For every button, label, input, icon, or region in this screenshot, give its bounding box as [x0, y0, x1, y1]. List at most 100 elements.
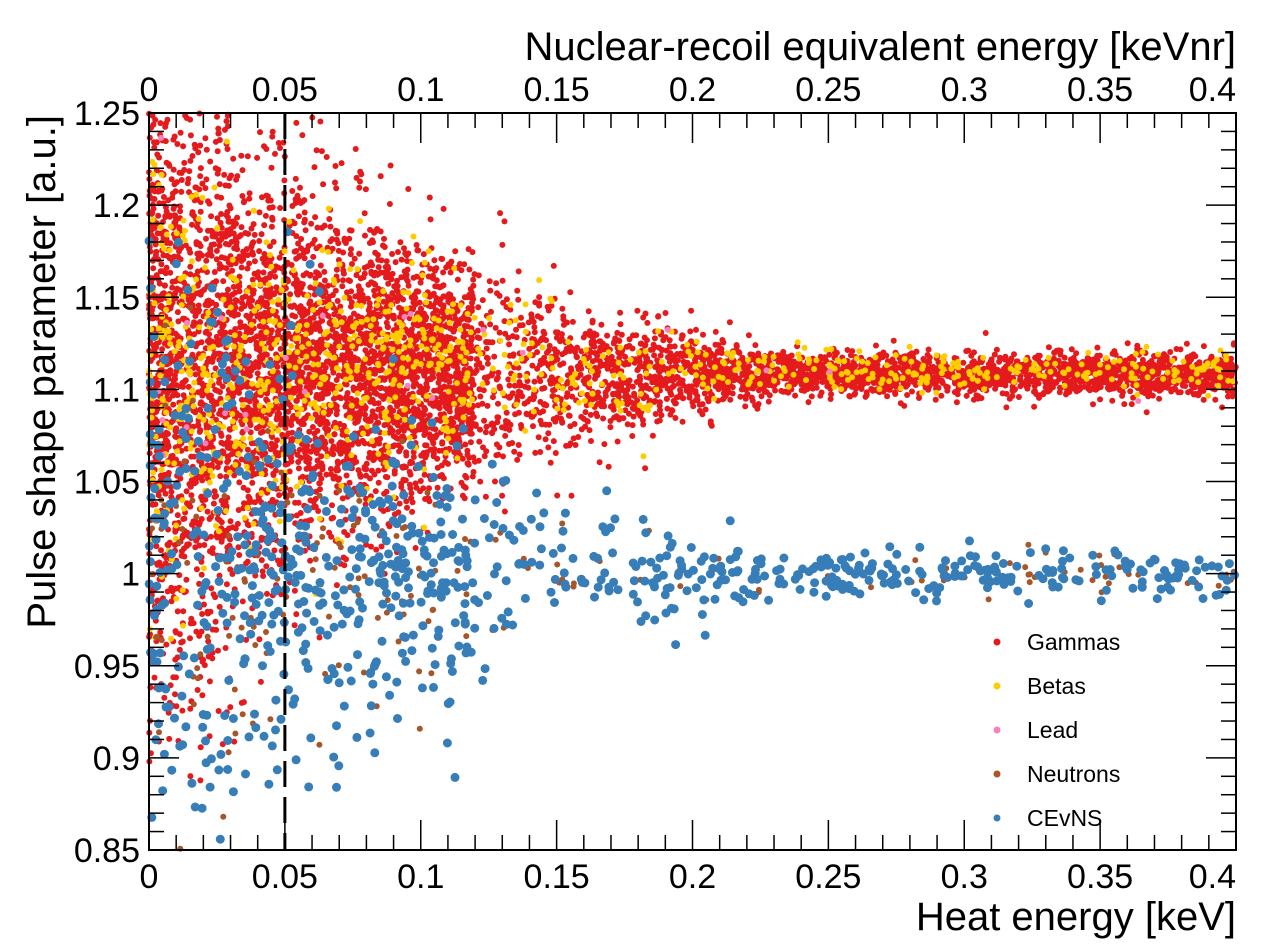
point	[348, 288, 355, 295]
point	[357, 471, 363, 478]
point	[377, 173, 384, 180]
point	[470, 276, 477, 283]
point	[475, 304, 482, 311]
point	[229, 267, 236, 274]
point	[494, 374, 501, 381]
point	[234, 520, 241, 527]
point	[215, 708, 222, 714]
point	[207, 248, 214, 255]
point	[567, 385, 574, 392]
point	[1121, 401, 1128, 408]
point	[197, 173, 204, 180]
point	[701, 344, 708, 351]
point	[394, 277, 400, 284]
point	[157, 303, 164, 310]
point	[410, 305, 417, 312]
point	[230, 283, 237, 290]
point	[244, 265, 251, 272]
point	[501, 508, 508, 515]
point	[477, 393, 484, 400]
point	[361, 464, 368, 470]
point	[149, 501, 156, 508]
point	[170, 136, 177, 143]
point	[492, 324, 499, 331]
point	[227, 704, 234, 711]
point	[188, 453, 195, 460]
point	[161, 282, 168, 289]
point	[1107, 370, 1114, 377]
point	[489, 339, 496, 346]
point	[270, 375, 277, 382]
point	[932, 396, 939, 403]
point	[221, 171, 228, 178]
point	[187, 271, 194, 278]
point	[1183, 340, 1190, 347]
point	[479, 297, 486, 304]
point	[240, 484, 247, 491]
point	[431, 257, 438, 264]
point	[183, 488, 190, 495]
point	[662, 334, 669, 341]
point	[150, 265, 157, 272]
point	[1056, 389, 1063, 396]
point	[1229, 393, 1236, 400]
point	[202, 135, 209, 142]
point	[701, 390, 708, 397]
point	[347, 251, 354, 258]
point	[377, 228, 384, 235]
point	[609, 368, 616, 374]
point	[560, 321, 567, 328]
point	[726, 319, 733, 326]
point	[314, 427, 321, 434]
point	[224, 146, 231, 152]
point	[1109, 397, 1116, 404]
point	[583, 402, 590, 409]
point	[375, 343, 381, 350]
point	[1090, 401, 1096, 408]
point	[371, 292, 378, 299]
point	[440, 269, 447, 276]
point	[323, 154, 330, 160]
point	[178, 177, 185, 183]
point	[162, 490, 169, 497]
point	[355, 313, 361, 320]
point	[458, 479, 465, 486]
point	[1200, 396, 1207, 403]
point	[246, 260, 253, 267]
point	[193, 566, 200, 573]
point	[953, 399, 960, 406]
point	[172, 628, 179, 635]
point	[197, 427, 204, 434]
point	[699, 401, 706, 408]
point	[238, 264, 245, 271]
point	[477, 478, 484, 485]
point	[383, 258, 390, 265]
point	[890, 337, 897, 344]
point	[622, 353, 629, 360]
point	[272, 150, 278, 157]
point	[516, 451, 523, 458]
point	[528, 315, 535, 321]
point	[217, 473, 224, 480]
point	[216, 379, 222, 386]
point	[484, 402, 491, 409]
point	[197, 165, 204, 172]
point	[195, 302, 202, 309]
point	[274, 363, 281, 370]
point	[483, 354, 490, 361]
point	[174, 309, 181, 316]
point	[203, 235, 209, 242]
point	[663, 395, 670, 402]
point	[531, 378, 538, 385]
point	[897, 400, 904, 407]
point	[275, 140, 282, 146]
point	[196, 250, 203, 257]
point	[323, 471, 330, 478]
point	[287, 486, 294, 493]
point	[262, 212, 269, 219]
point	[1177, 389, 1184, 396]
point	[633, 332, 640, 339]
point	[503, 409, 510, 416]
point	[224, 112, 231, 119]
point	[383, 488, 390, 495]
